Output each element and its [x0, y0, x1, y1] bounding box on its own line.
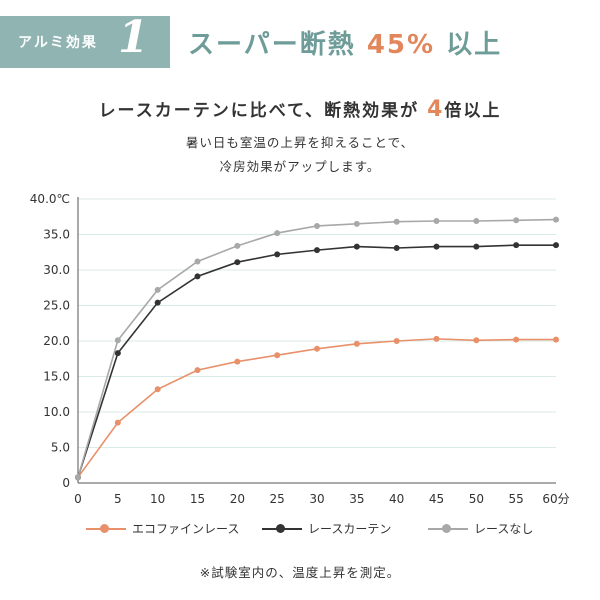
footnote: ※試験室内の、温度上昇を測定。: [199, 565, 401, 580]
legend-label: レースなし: [474, 522, 534, 536]
chart-legend: エコファインレース レースカーテン レースなし: [0, 514, 600, 544]
data-point: [553, 242, 559, 249]
data-point: [433, 335, 440, 342]
x-tick-label: 60分: [542, 492, 569, 506]
data-point: [433, 243, 440, 250]
x-tick-label: 55: [509, 492, 524, 506]
data-point: [473, 243, 480, 250]
data-point: [75, 474, 81, 481]
data-point: [393, 338, 400, 344]
data-point: [353, 220, 360, 227]
data-point: [194, 273, 201, 280]
data-point: [114, 337, 121, 344]
x-tick-label: 25: [270, 492, 285, 506]
data-point: [393, 244, 400, 251]
data-point: [553, 216, 559, 223]
x-tick-label: 30: [309, 492, 324, 506]
data-point: [433, 218, 440, 225]
x-tick-label: 45: [429, 492, 444, 506]
y-tick-label: 20.0: [43, 334, 70, 348]
y-tick-label: 15.0: [43, 370, 70, 384]
subheading-suffix: 倍以上: [444, 101, 502, 121]
legend-label: レースカーテン: [308, 522, 392, 536]
legend-marker: [100, 524, 109, 533]
subheading: レースカーテンに比べて、断熱効果が 4倍以上: [0, 96, 600, 122]
subheading-value: 4: [427, 97, 445, 122]
data-point: [154, 286, 161, 293]
data-point: [314, 222, 320, 229]
data-point: [194, 258, 201, 265]
subheading-prefix: レースカーテンに比べて、断熱効果が: [98, 101, 420, 121]
data-point: [473, 337, 480, 344]
data-point: [234, 259, 241, 266]
x-tick-label: 40: [389, 492, 404, 506]
x-tick-label: 50: [469, 492, 484, 506]
y-tick-label: 10.0: [43, 405, 70, 419]
headline: スーパー断熱 45% 以上: [188, 24, 502, 61]
description-line-2: 冷房効果がアップします。: [219, 159, 381, 174]
x-tick-label: 35: [349, 492, 364, 506]
data-point: [194, 367, 201, 374]
data-point: [234, 242, 241, 249]
x-tick-label: 20: [230, 492, 245, 506]
data-point: [553, 336, 559, 343]
headline-main: スーパー断熱: [188, 30, 356, 60]
data-point: [234, 358, 241, 365]
badge-number: 1: [118, 12, 149, 63]
data-point: [314, 345, 320, 352]
y-tick-label: 0: [62, 476, 70, 490]
data-point: [274, 352, 281, 359]
data-point: [274, 230, 281, 237]
data-point: [314, 247, 320, 254]
data-point: [513, 217, 520, 224]
data-point: [154, 386, 161, 393]
badge-label: アルミ効果: [18, 35, 98, 51]
data-point: [473, 218, 480, 225]
line-chart: 0 5.0 10.0 15.0 20.0 25.0 30.0 35.0 40.0℃ 0 5 10 15 2…: [30, 192, 570, 506]
series-line-0: [77, 338, 556, 478]
x-tick-label: 5: [114, 492, 122, 506]
y-tick-label: 25.0: [43, 299, 70, 313]
feature-badge: アルミ効果 1: [0, 12, 170, 68]
data-point: [513, 336, 520, 343]
y-tick-label: 30.0: [43, 263, 70, 277]
headline-value: 45%: [366, 30, 436, 60]
x-tick-label: 15: [190, 492, 205, 506]
headline-suffix: 以上: [446, 30, 503, 60]
data-point: [393, 218, 400, 225]
data-point: [114, 419, 121, 426]
series-line-1: [77, 244, 556, 478]
data-point: [114, 350, 121, 357]
description-line-1: 暑い日も室温の上昇を抑えることで、: [185, 135, 415, 150]
data-point: [154, 299, 161, 306]
data-point: [274, 251, 281, 258]
data-point: [353, 340, 360, 347]
y-tick-label: 40.0℃: [30, 192, 70, 206]
x-tick-label: 0: [74, 492, 82, 506]
data-point: [513, 242, 520, 249]
data-point: [353, 243, 360, 250]
legend-label: エコファインレース: [132, 522, 240, 536]
x-tick-label: 10: [150, 492, 165, 506]
y-tick-label: 35.0: [43, 228, 70, 242]
legend-marker: [276, 524, 285, 533]
y-tick-label: 5.0: [51, 441, 70, 455]
legend-marker: [442, 524, 451, 533]
